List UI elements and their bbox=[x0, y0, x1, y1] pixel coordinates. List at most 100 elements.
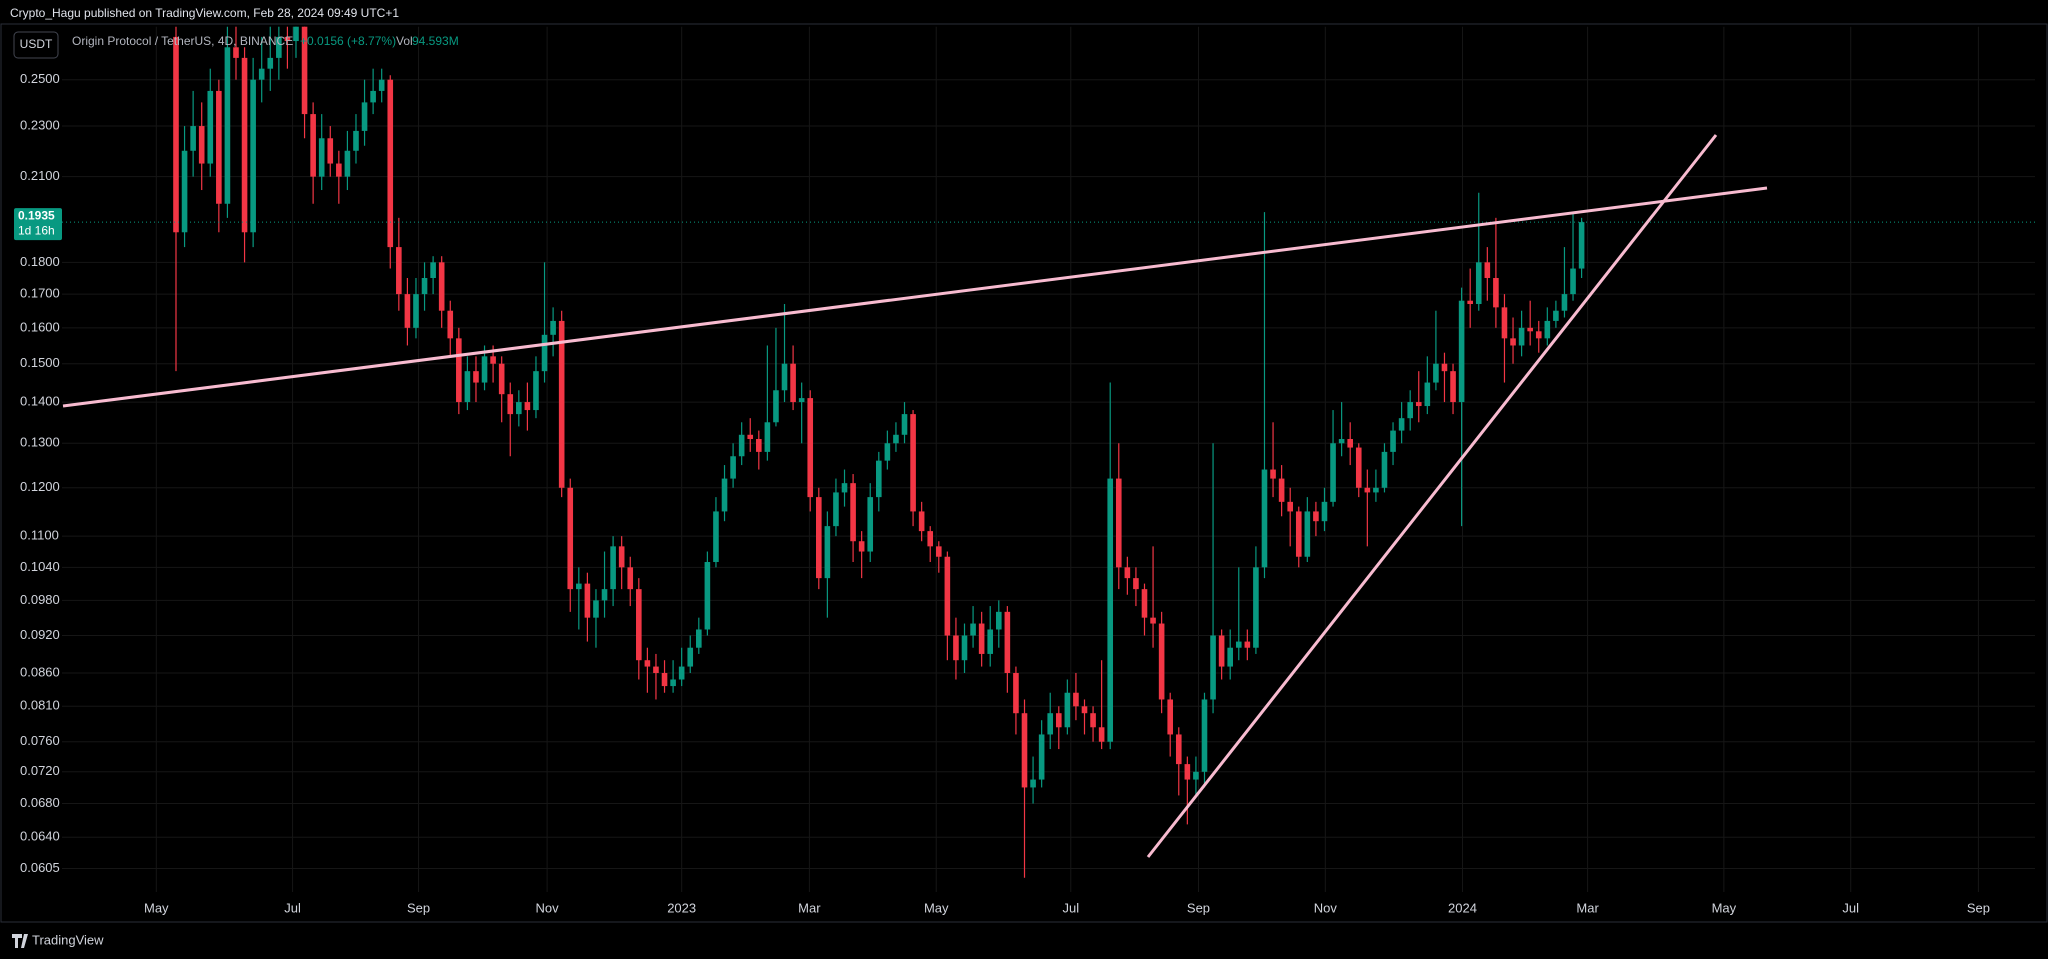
candle-body bbox=[1124, 567, 1131, 579]
candle-body bbox=[884, 443, 891, 461]
candle-body bbox=[713, 511, 719, 563]
y-tick-label: 0.1040 bbox=[20, 559, 60, 574]
y-tick-label: 0.2500 bbox=[20, 71, 60, 86]
symbol-title: Origin Protocol / TetherUS, 4D, BINANCE bbox=[72, 34, 293, 48]
candle-body bbox=[730, 456, 736, 479]
y-tick-label: 0.0640 bbox=[20, 829, 60, 844]
candle-body bbox=[1433, 363, 1439, 383]
candles bbox=[62, 26, 2035, 878]
candle-body bbox=[241, 57, 248, 233]
candle-body bbox=[1081, 706, 1088, 714]
candle-body bbox=[1013, 672, 1019, 714]
candle-body bbox=[978, 623, 985, 654]
candle-body bbox=[798, 398, 805, 403]
candle-body bbox=[1390, 430, 1396, 452]
candle-body bbox=[1330, 443, 1336, 502]
candle-body bbox=[661, 672, 668, 687]
candle-body bbox=[790, 363, 796, 403]
y-tick-label: 0.1800 bbox=[20, 254, 60, 269]
candle-body bbox=[1133, 578, 1139, 590]
candle-body bbox=[636, 589, 642, 661]
candle-body bbox=[995, 611, 1002, 630]
candle-body bbox=[1158, 623, 1165, 700]
resistance-line bbox=[62, 186, 1768, 408]
candle-body bbox=[301, 26, 308, 115]
volume-label: Vol bbox=[396, 34, 413, 48]
candle-body bbox=[1398, 418, 1405, 431]
candle-body bbox=[653, 666, 659, 673]
y-tick-label: 0.1600 bbox=[20, 319, 60, 334]
volume: 94.593M bbox=[412, 34, 459, 48]
y-tick-label: 0.0920 bbox=[20, 627, 60, 642]
candle-body bbox=[1450, 371, 1456, 403]
y-tick-label: 0.0860 bbox=[20, 664, 60, 679]
candle-body bbox=[567, 487, 574, 590]
x-tick-label: Sep bbox=[1967, 900, 1990, 915]
candle-body bbox=[1261, 469, 1268, 568]
currency[interactable]: USDT bbox=[20, 37, 53, 51]
candle-body bbox=[1244, 641, 1251, 648]
candle-body bbox=[670, 679, 676, 687]
candle-body bbox=[396, 247, 402, 295]
candle-body bbox=[1321, 501, 1328, 522]
candle-body bbox=[344, 150, 351, 177]
candle-body bbox=[430, 262, 436, 278]
y-tick-label: 0.0720 bbox=[20, 763, 60, 778]
candle-body bbox=[498, 363, 505, 395]
candle-body bbox=[190, 126, 196, 151]
candle-body bbox=[1210, 635, 1216, 700]
x-tick-label: Jul bbox=[1842, 900, 1859, 915]
change: +0.0156 (+8.77%) bbox=[300, 34, 396, 48]
candle-body bbox=[413, 294, 419, 328]
candle-body bbox=[1201, 699, 1208, 772]
candle-body bbox=[1467, 300, 1473, 305]
candle-body bbox=[918, 511, 925, 532]
candle-body bbox=[961, 635, 968, 661]
candle-body bbox=[910, 414, 916, 512]
candle-body bbox=[361, 102, 368, 131]
candle-body bbox=[1484, 262, 1491, 278]
candle-body bbox=[816, 497, 822, 579]
candle-body bbox=[1338, 439, 1345, 444]
candle-body bbox=[1064, 692, 1071, 728]
candle-body bbox=[704, 562, 711, 630]
candle-body bbox=[207, 90, 214, 164]
candle-body bbox=[1184, 764, 1191, 780]
x-tick-label: May bbox=[1712, 900, 1737, 915]
currency-button[interactable] bbox=[13, 31, 59, 59]
y-tick-label: 0.1500 bbox=[20, 355, 60, 370]
x-tick-label: Nov bbox=[536, 900, 560, 915]
candle-body bbox=[1475, 262, 1482, 305]
candle-body bbox=[293, 26, 299, 42]
candle-body bbox=[1407, 402, 1413, 419]
candle-body bbox=[824, 526, 831, 579]
candle-body bbox=[1535, 331, 1542, 339]
candle-body bbox=[987, 629, 994, 654]
candle-body bbox=[747, 434, 754, 440]
x-tick-label: Jul bbox=[284, 900, 301, 915]
candle-body bbox=[438, 262, 445, 311]
candle-body bbox=[1218, 635, 1225, 667]
candle-body bbox=[1175, 734, 1182, 765]
candle-body bbox=[276, 36, 282, 58]
candle-body bbox=[584, 583, 591, 618]
candle-body bbox=[1510, 338, 1516, 346]
candle-body bbox=[1150, 617, 1156, 624]
candle-body bbox=[558, 320, 565, 488]
candle-body bbox=[841, 483, 848, 493]
candle-body bbox=[216, 90, 222, 204]
x-tick-label: May bbox=[144, 900, 169, 915]
y-tick-label: 0.2100 bbox=[20, 168, 60, 183]
candle-body bbox=[1373, 487, 1379, 493]
candle-body bbox=[473, 371, 479, 383]
candle-body bbox=[850, 483, 856, 542]
candle-body bbox=[481, 356, 488, 383]
candle-body bbox=[1518, 327, 1525, 346]
candle-body bbox=[953, 635, 959, 661]
candle-body bbox=[173, 36, 179, 233]
candle-body bbox=[533, 371, 539, 411]
candle-body bbox=[1004, 611, 1011, 673]
candle-body bbox=[1355, 447, 1362, 488]
x-tick-label: Sep bbox=[407, 900, 430, 915]
candle-body bbox=[1424, 382, 1431, 407]
